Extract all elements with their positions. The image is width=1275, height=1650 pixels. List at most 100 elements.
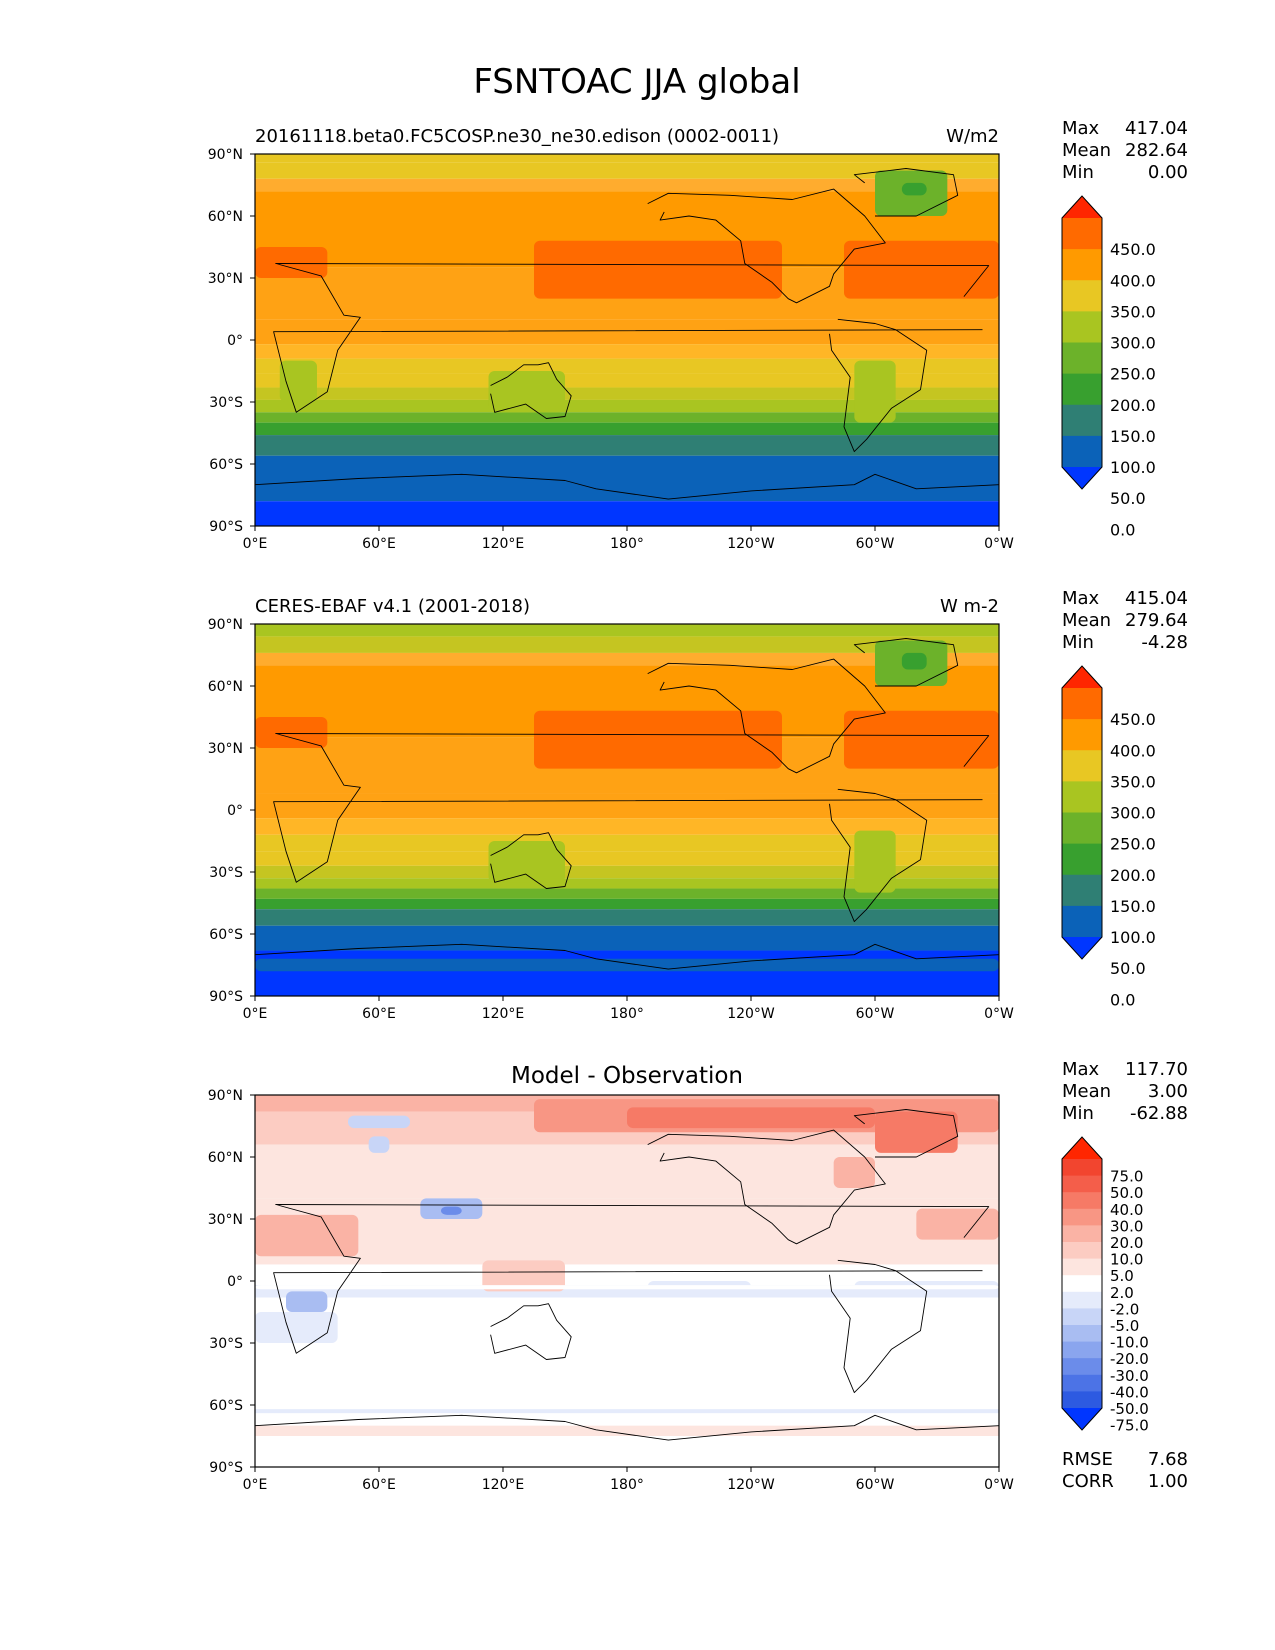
- field-band: [255, 1436, 999, 1467]
- extra-stat-label: RMSE: [1062, 1449, 1113, 1470]
- map-field: [255, 1095, 999, 1467]
- colorbar-label: 50.0: [1110, 959, 1146, 978]
- colorbar-segment: [1062, 905, 1102, 938]
- y-tick-label: 30°N: [208, 741, 243, 757]
- panel-title: 20161118.beta0.FC5COSP.ne30_ne30.edison …: [255, 126, 779, 147]
- panel-units: W/m2: [946, 126, 999, 147]
- stat-label: Max: [1062, 588, 1100, 609]
- coastline: [829, 318, 928, 453]
- field-patch: [368, 1136, 390, 1153]
- x-tick-label: 180°: [610, 1477, 644, 1493]
- colorbar-segment: [1062, 280, 1102, 312]
- colorbar-label: 40.0: [1110, 1201, 1143, 1219]
- colorbar-segment: [1062, 719, 1102, 751]
- stat-value: 282.64: [1125, 140, 1188, 161]
- colorbar-outline: [1061, 1136, 1103, 1431]
- colorbar-label: -30.0: [1110, 1367, 1149, 1385]
- y-tick-label: 0°: [227, 1274, 243, 1290]
- field-patch: [901, 182, 927, 196]
- colorbar-segment: [1062, 843, 1102, 876]
- field-patch: [441, 1206, 462, 1215]
- colorbar-extend-bottom: [1062, 1408, 1102, 1430]
- colorbar-segment: [1062, 373, 1102, 406]
- colorbar: 450.0 400.0 350.0 300.0 250.0 200.0 150.0 100.0…: [1061, 665, 1156, 1009]
- colorbar-label: -2.0: [1110, 1300, 1139, 1318]
- field-band: [255, 501, 999, 526]
- x-tick-label: 120°W: [727, 1006, 775, 1022]
- colorbar-label: 0.0: [1110, 520, 1135, 539]
- x-tick-label: 60°W: [856, 1477, 895, 1493]
- y-tick-label: 60°N: [208, 209, 243, 225]
- field-band: [255, 925, 999, 951]
- field-band: [255, 624, 999, 637]
- colorbar-outline: [1061, 665, 1103, 960]
- field-band: [255, 162, 999, 179]
- colorbar-segment: [1062, 342, 1102, 375]
- field-band: [255, 898, 999, 910]
- stat-label: Min: [1062, 1103, 1094, 1124]
- stat-label: Max: [1062, 1059, 1100, 1080]
- field-band: [255, 878, 999, 889]
- colorbar-label: 400.0: [1110, 741, 1156, 760]
- colorbar-segment: [1062, 218, 1102, 250]
- field-band: [255, 422, 999, 436]
- field-patch: [875, 1111, 958, 1153]
- y-tick-label: 90°S: [209, 1460, 243, 1476]
- colorbar-extend-top: [1062, 196, 1102, 218]
- colorbar-label: 0.0: [1110, 990, 1135, 1009]
- field-band: [255, 652, 999, 666]
- colorbar-segment: [1062, 874, 1102, 907]
- field-band: [255, 412, 999, 423]
- colorbar-label: 400.0: [1110, 271, 1156, 290]
- colorbar-label: 100.0: [1110, 458, 1156, 477]
- colorbar-extend-bottom: [1062, 937, 1102, 959]
- x-tick-label: 180°: [610, 536, 644, 552]
- field-band: [255, 399, 999, 413]
- field-patch: [279, 360, 317, 402]
- field-band: [255, 888, 999, 899]
- colorbar-label: 450.0: [1110, 710, 1156, 729]
- x-tick-label: 0°W: [984, 1477, 1014, 1493]
- colorbar-label: -50.0: [1110, 1400, 1149, 1418]
- field-patch: [255, 247, 328, 278]
- x-tick-label: 0°E: [243, 1006, 268, 1022]
- field-band: [255, 865, 999, 879]
- figure-title: FSNTOAC JJA global: [473, 62, 800, 102]
- coastline: [490, 362, 572, 419]
- colorbar-segment: [1062, 812, 1102, 845]
- coastline: [829, 1259, 928, 1394]
- field-patch: [488, 371, 565, 413]
- x-tick-label: 60°E: [362, 1006, 396, 1022]
- field-patch: [255, 1285, 999, 1290]
- colorbar-label: 50.0: [1110, 489, 1146, 508]
- colorbar-segment: [1062, 435, 1102, 468]
- stat-label: Mean: [1062, 610, 1111, 631]
- colorbar-label: 50.0: [1110, 1184, 1143, 1202]
- colorbar-label: 300.0: [1110, 334, 1156, 353]
- y-tick-label: 60°S: [209, 1398, 243, 1414]
- y-tick-label: 0°: [227, 803, 243, 819]
- stat-value: 0.00: [1148, 162, 1188, 183]
- stat-value: -62.88: [1130, 1103, 1188, 1124]
- colorbar-segment: [1062, 1192, 1102, 1210]
- stat-label: Min: [1062, 162, 1094, 183]
- colorbar-segment: [1062, 1391, 1102, 1409]
- panels: 0°E 60°E 120°E 180° 120°W 60°W 0°W 90°N 60°N 30°N…: [208, 118, 1188, 1493]
- map-field: [255, 154, 999, 526]
- y-tick-label: 60°S: [209, 457, 243, 473]
- y-tick-label: 90°N: [208, 1088, 243, 1104]
- colorbar-label: 2.0: [1110, 1284, 1134, 1302]
- colorbar-label: -20.0: [1110, 1350, 1149, 1368]
- colorbar-extend-bottom: [1062, 467, 1102, 489]
- colorbar-label: 250.0: [1110, 365, 1156, 384]
- field-band: [255, 793, 999, 819]
- y-tick-label: 90°S: [209, 519, 243, 535]
- x-tick-label: 120°W: [727, 536, 775, 552]
- y-tick-label: 60°S: [209, 927, 243, 943]
- y-tick-label: 90°S: [209, 989, 243, 1005]
- x-tick-label: 0°E: [243, 1477, 268, 1493]
- colorbar-label: 350.0: [1110, 302, 1156, 321]
- stat-value: 117.70: [1125, 1059, 1188, 1080]
- x-tick-label: 60°W: [856, 536, 895, 552]
- map-panel-model: 0°E 60°E 120°E 180° 120°W 60°W 0°W 90°N 60°N 30°N…: [208, 118, 1188, 552]
